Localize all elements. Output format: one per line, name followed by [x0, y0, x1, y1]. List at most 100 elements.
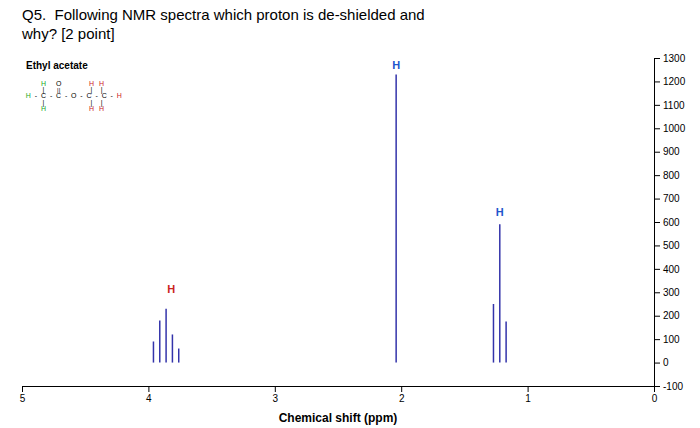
- y-tick-mark: [654, 222, 660, 223]
- y-tick: 900: [654, 146, 680, 157]
- y-tick-label: 800: [663, 170, 680, 181]
- y-axis-line: [655, 59, 661, 387]
- y-tick: 800: [654, 170, 680, 181]
- peak: [165, 309, 167, 363]
- y-tick: 1100: [654, 100, 685, 111]
- peak: [153, 341, 155, 362]
- y-tick-mark: [654, 128, 660, 129]
- y-tick-mark: [654, 339, 660, 340]
- structure-text: O: [71, 92, 77, 99]
- y-tick-mark: [654, 292, 660, 293]
- y-tick-mark: [654, 199, 660, 200]
- y-tick: 1200: [654, 76, 686, 87]
- y-tick: 400: [654, 264, 680, 275]
- y-tick: 600: [654, 217, 680, 228]
- peak-label: H: [496, 206, 504, 218]
- x-axis: 5 4 3 2 1 0: [20, 386, 658, 404]
- x-tick: 3: [273, 386, 279, 404]
- peak: [159, 320, 161, 362]
- y-tick: 0: [654, 357, 669, 368]
- y-tick-label: 600: [663, 217, 680, 228]
- x-tick-label: 2: [399, 393, 405, 404]
- plot: 5 4 3 2 1 0 -100 0 100 200 300 400 500 600 700 800 900 10…: [20, 53, 686, 425]
- y-tick: 1300: [654, 53, 686, 64]
- y-tick-label: 500: [663, 240, 680, 251]
- subtitle: Ethyl acetate: [26, 60, 88, 71]
- x-tick: 4: [146, 386, 152, 404]
- y-tick-mark: [654, 269, 660, 270]
- y-axis: -100 0 100 200 300 400 500 600 700 800 900 1000 1100…: [654, 53, 686, 392]
- structure-text: H: [99, 105, 104, 112]
- x-tick-mark: [275, 386, 276, 392]
- x-tick-label: 0: [652, 393, 658, 404]
- y-tick-label: 400: [663, 264, 680, 275]
- y-tick-label: 1300: [663, 53, 686, 64]
- title: Q5. Following NMR spectra which proton i…: [21, 6, 425, 42]
- peak-label: H: [392, 59, 400, 71]
- peak-labels: H H H: [167, 59, 504, 296]
- y-tick-label: 1200: [663, 76, 686, 87]
- structure-text: -: [111, 92, 114, 99]
- peak-group: [153, 309, 178, 363]
- structure-text: -: [95, 92, 98, 99]
- peak-label: H: [167, 283, 175, 295]
- peak-group: [493, 224, 506, 362]
- y-tick-mark: [654, 58, 660, 59]
- y-tick-mark: [654, 105, 660, 106]
- y-tick-mark: [654, 245, 660, 246]
- y-tick: 100: [654, 334, 680, 345]
- peak: [178, 349, 180, 363]
- y-tick-label: 300: [663, 287, 680, 298]
- y-tick: 300: [654, 287, 680, 298]
- y-tick-label: 0: [663, 357, 669, 368]
- y-tick: 500: [654, 240, 680, 251]
- structure-text: H: [26, 92, 31, 99]
- x-tick: 5: [20, 386, 26, 404]
- x-tick-mark: [401, 386, 402, 392]
- x-axis-label: Chemical shift (ppm): [279, 411, 398, 425]
- structure-text: H: [89, 105, 94, 112]
- y-tick-label: 1000: [663, 123, 686, 134]
- y-tick-label: 100: [663, 334, 680, 345]
- y-tick-label: 900: [663, 146, 680, 157]
- y-tick-mark: [654, 152, 660, 153]
- y-tick-label: -100: [663, 381, 683, 392]
- structure-text: C: [56, 92, 61, 99]
- peak-group: [396, 74, 397, 362]
- x-tick: 0: [652, 386, 658, 404]
- x-axis-line: [23, 387, 655, 393]
- x-tick-label: 4: [146, 393, 152, 404]
- structure-text: -: [65, 92, 68, 99]
- x-tick-label: 5: [20, 393, 26, 404]
- structure: HOHH|||||H-C-C-O-C-C-H|||HHH: [26, 80, 122, 111]
- peak: [172, 334, 174, 362]
- y-tick-mark: [654, 175, 660, 176]
- y-tick-label: 200: [663, 310, 680, 321]
- x-tick-mark: [528, 386, 529, 392]
- x-tick-label: 1: [525, 393, 531, 404]
- structure-text: -: [50, 92, 53, 99]
- structure-text: H: [41, 105, 46, 112]
- x-tick: 2: [399, 386, 405, 404]
- y-tick: 1000: [654, 123, 686, 134]
- peak: [505, 322, 507, 363]
- y-tick-label: 700: [663, 193, 680, 204]
- chart: Q5. Following NMR spectra which proton i…: [0, 0, 700, 428]
- structure-text: H: [117, 92, 122, 99]
- x-tick: 1: [525, 386, 531, 404]
- peak: [395, 74, 397, 362]
- y-tick-label: 1100: [663, 100, 685, 111]
- x-tick-mark: [22, 386, 23, 392]
- structure-text: -: [35, 92, 38, 99]
- y-tick-mark: [654, 386, 660, 387]
- marks: [153, 74, 506, 362]
- x-tick-label: 3: [273, 393, 279, 404]
- peak: [493, 304, 495, 363]
- y-tick-mark: [654, 363, 660, 364]
- y-tick-mark: [654, 316, 660, 317]
- title-line: why? [2 point]: [21, 25, 115, 42]
- title-line: Q5. Following NMR spectra which proton i…: [22, 6, 425, 23]
- y-tick: -100: [654, 381, 683, 392]
- y-tick-mark: [654, 81, 660, 82]
- x-tick-mark: [148, 386, 149, 392]
